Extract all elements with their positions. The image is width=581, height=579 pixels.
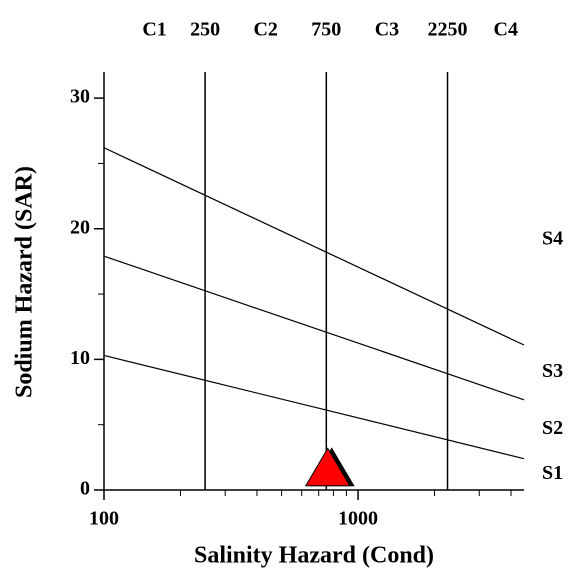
sodium-class-label: S3 <box>542 360 563 382</box>
y-tick-label: 20 <box>70 216 90 238</box>
x-tick-label: 1000 <box>338 508 378 530</box>
x-tick-label: 100 <box>89 508 119 530</box>
salinity-class-label: C1 <box>142 19 166 41</box>
salinity-class-label: C4 <box>494 19 518 41</box>
y-tick-label: 30 <box>70 86 90 108</box>
y-tick-label: 10 <box>70 347 90 369</box>
x-axis-label: Salinity Hazard (Cond) <box>194 543 434 569</box>
salinity-boundary-label: 750 <box>311 19 341 41</box>
y-tick-label: 0 <box>80 478 90 500</box>
sodium-class-label: S1 <box>542 462 563 484</box>
sodium-line <box>103 147 525 346</box>
salinity-boundary-label: 2250 <box>428 19 468 41</box>
salinity-class-label: C3 <box>375 19 399 41</box>
point <box>304 447 351 487</box>
y-axis-label: Sodium Hazard (SAR) <box>12 166 38 398</box>
salinity-boundary-label: 250 <box>190 19 220 41</box>
salinity-class-label: C2 <box>253 19 277 41</box>
sodium-class-label: S2 <box>542 417 563 439</box>
sodium-line <box>103 354 525 460</box>
sodium-line <box>103 255 525 401</box>
sodium-class-label: S4 <box>542 227 563 249</box>
plot-frame <box>103 72 524 491</box>
